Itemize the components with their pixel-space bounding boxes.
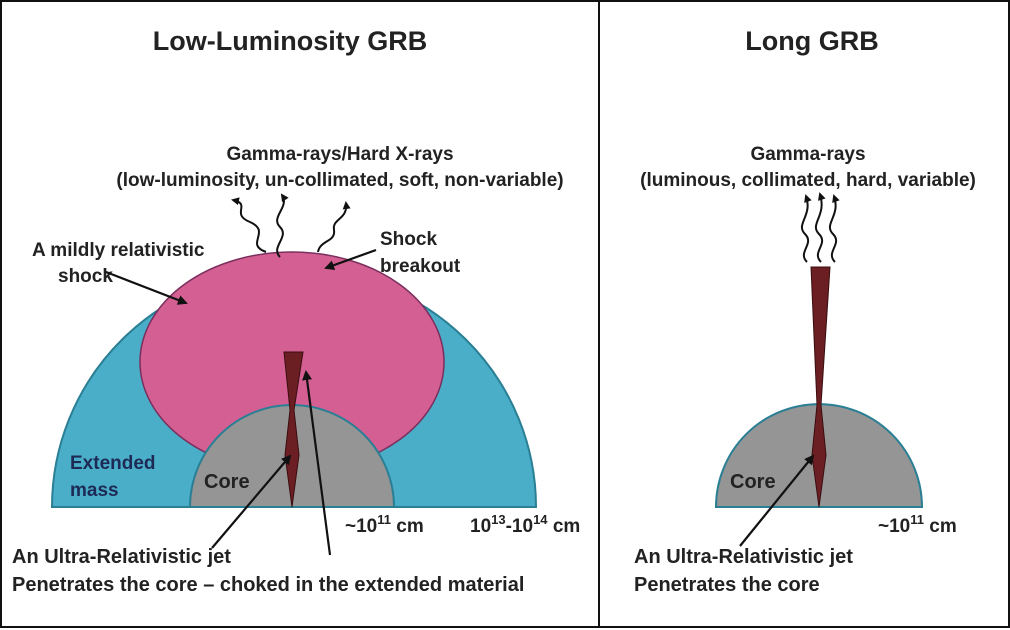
right-caption-line2: Penetrates the core — [634, 574, 820, 596]
right-caption-line1: An Ultra-Relativistic jet — [634, 546, 853, 568]
right-emission-arrow-3 — [828, 194, 840, 263]
left-caption-line2: Penetrates the core – choked in the exte… — [12, 574, 524, 596]
right-jet-pointer-arrow — [739, 454, 815, 547]
shock-pointer-arrow — [105, 270, 188, 305]
left-emission-label: Gamma-rays/Hard X-rays — [226, 144, 453, 165]
breakout-label-line2: breakout — [380, 256, 461, 277]
left-caption-line1: An Ultra-Relativistic jet — [12, 546, 231, 568]
long-grb-panel — [598, 0, 1010, 628]
left-core-size: ~1011 cm — [345, 512, 424, 537]
right-core-label: Core — [730, 471, 776, 493]
right-emission-properties: (luminous, collimated, hard, variable) — [640, 170, 976, 191]
extended-mass-label-line2: mass — [70, 480, 119, 501]
left-emission-properties: (low-luminosity, un-collimated, soft, no… — [116, 170, 563, 191]
right-jet — [810, 266, 831, 508]
left-jet-pointer-arrow — [211, 454, 292, 549]
choked-jet-pointer-arrow — [302, 370, 332, 556]
breakout-label-line1: Shock — [380, 229, 437, 250]
extended-mass-size: 1013-1014 cm — [470, 512, 580, 537]
extended-mass-label-line1: Extended — [70, 453, 156, 474]
left-emission-arrow-2 — [276, 193, 289, 258]
right-emission-arrow-2 — [814, 192, 826, 263]
left-core-label: Core — [204, 471, 250, 493]
left-title: Low-Luminosity GRB — [153, 26, 427, 56]
left-emission-arrow-1 — [231, 197, 267, 253]
right-emission-arrow-1 — [800, 194, 812, 263]
shock-label-line1: A mildly relativistic — [32, 240, 205, 261]
breakout-pointer-arrow — [324, 248, 377, 270]
right-emission-label: Gamma-rays — [750, 144, 865, 165]
right-title: Long GRB — [745, 26, 878, 56]
shock-label-line2: shock — [58, 266, 113, 287]
right-core-size: ~1011 cm — [878, 512, 957, 537]
left-emission-arrow-3 — [317, 201, 351, 253]
left-jet — [283, 351, 304, 508]
